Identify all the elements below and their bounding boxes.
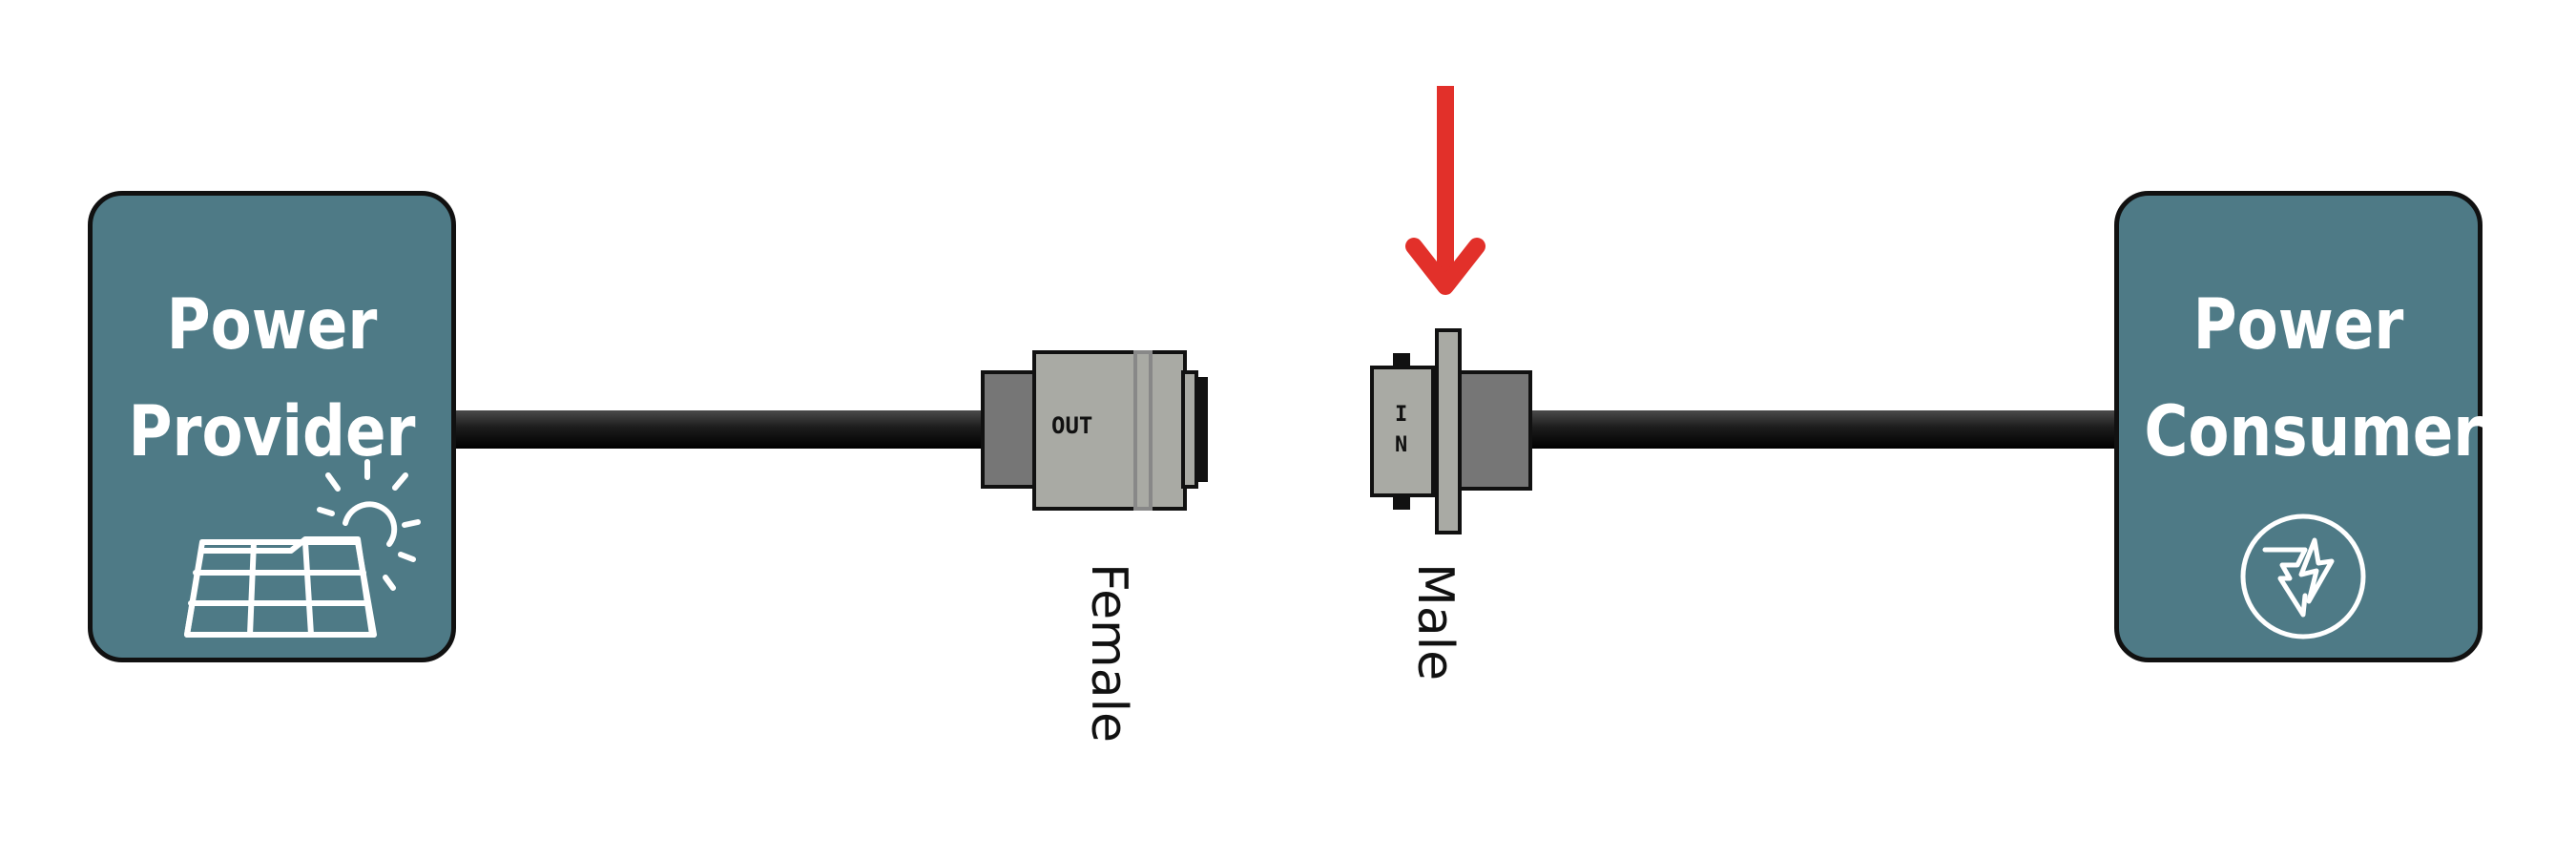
female-connector-collar bbox=[981, 370, 1038, 489]
in-label-line2: N bbox=[1395, 433, 1408, 457]
down-arrow-icon bbox=[1405, 86, 1485, 295]
male-connector bbox=[1370, 328, 1532, 534]
power-provider-box: Power Provider bbox=[88, 191, 456, 662]
in-label-line1: I bbox=[1395, 403, 1408, 427]
consumer-cable bbox=[1527, 410, 2123, 449]
power-provider-title: Power Provider bbox=[128, 284, 416, 472]
female-label: Female bbox=[1080, 563, 1137, 744]
male-label: Male bbox=[1406, 563, 1464, 681]
ev-charge-icon bbox=[2240, 513, 2366, 639]
male-connector-body bbox=[1370, 366, 1435, 497]
power-consumer-box: Power Consumer bbox=[2114, 191, 2483, 662]
male-connector-flange bbox=[1435, 328, 1462, 534]
solar-panel-icon bbox=[184, 459, 421, 638]
provider-cable bbox=[448, 410, 983, 449]
male-connector-pin-bottom bbox=[1393, 494, 1410, 510]
male-connector-pin-top bbox=[1393, 353, 1410, 368]
power-consumer-title: Power Consumer bbox=[2144, 284, 2483, 472]
female-connector bbox=[981, 350, 1208, 511]
female-connector-lip bbox=[1181, 370, 1198, 489]
out-label: OUT bbox=[1051, 412, 1093, 439]
female-connector-band bbox=[1133, 350, 1153, 511]
female-connector-tip bbox=[1195, 377, 1208, 482]
male-connector-collar bbox=[1456, 370, 1532, 491]
